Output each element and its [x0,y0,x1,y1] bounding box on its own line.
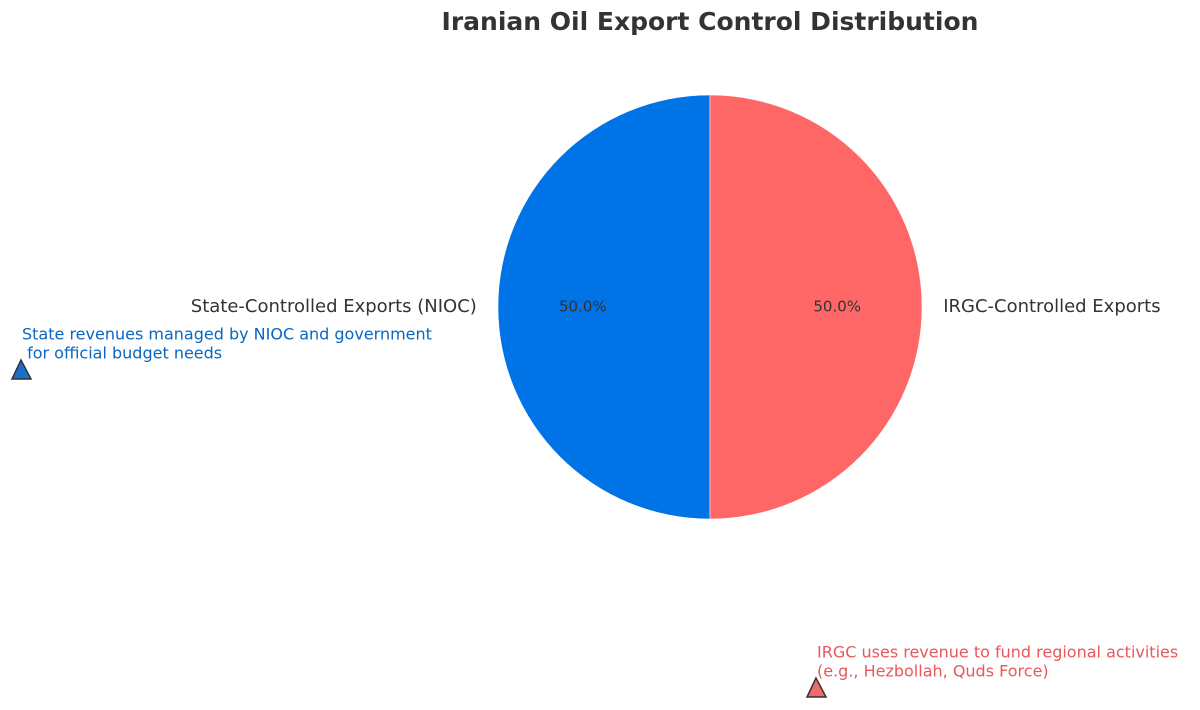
pie-slice [497,94,711,520]
slice-label: IRGC-Controlled Exports [943,296,1160,317]
annotation-text: State revenues managed by NIOC and gover… [22,325,432,344]
pie-slice [709,94,923,520]
annotation-marker [10,358,33,380]
annotation-text: for official budget needs [22,344,222,363]
annotation-text: IRGC uses revenue to fund regional activ… [817,643,1178,662]
annotation-marker [805,676,828,698]
percent-label: 50.0% [559,298,607,316]
chart-title: Iranian Oil Export Control Distribution [442,7,979,36]
slice-label: State-Controlled Exports (NIOC) [191,296,477,317]
annotation-text: (e.g., Hezbollah, Quds Force) [817,662,1049,681]
percent-label: 50.0% [813,298,861,316]
